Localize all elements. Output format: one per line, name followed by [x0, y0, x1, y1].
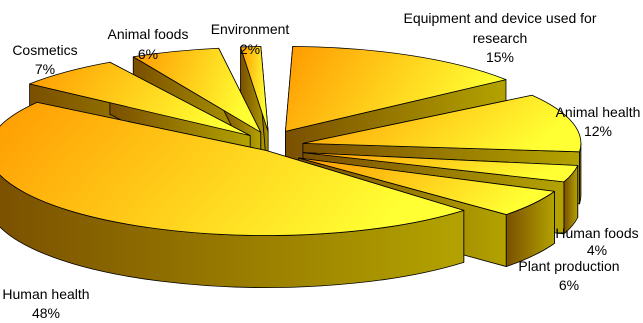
slice-plant-production — [298, 157, 555, 215]
slice-environment — [240, 46, 269, 132]
slice-cosmetics — [29, 61, 251, 137]
slice-label-human-foods: Human foods — [555, 225, 638, 241]
slice-label-plant-production: Plant production — [518, 258, 619, 274]
slice-value-animal-foods: 6% — [138, 46, 158, 62]
slice-animal-health — [302, 94, 582, 153]
slice-label-environment: Environment — [211, 21, 290, 37]
slice-animal-foods — [132, 47, 262, 133]
slice-label-cosmetics: Cosmetics — [12, 42, 77, 58]
slice-human-foods — [302, 152, 579, 183]
pie-slices — [0, 45, 582, 288]
slice-label-animal-foods: Animal foods — [108, 26, 189, 42]
slice-human-health — [0, 101, 465, 236]
slice-label-human-health: Human health — [2, 286, 89, 302]
slice-value-equipment: 15% — [486, 49, 514, 65]
slice-label-animal-health: Animal health — [556, 104, 641, 120]
slice-value-animal-health: 12% — [584, 123, 612, 139]
slice-rim-animal-health — [579, 142, 582, 205]
slice-value-environment: 2% — [240, 41, 260, 57]
slice-value-human-foods: 4% — [587, 242, 607, 258]
slice-equipment — [285, 45, 507, 132]
slice-value-plant-production: 6% — [559, 277, 579, 293]
slice-value-cosmetics: 7% — [35, 61, 55, 77]
slice-label-equipment: Equipment and device used for research — [403, 10, 596, 46]
slice-value-human-health: 48% — [32, 305, 60, 321]
